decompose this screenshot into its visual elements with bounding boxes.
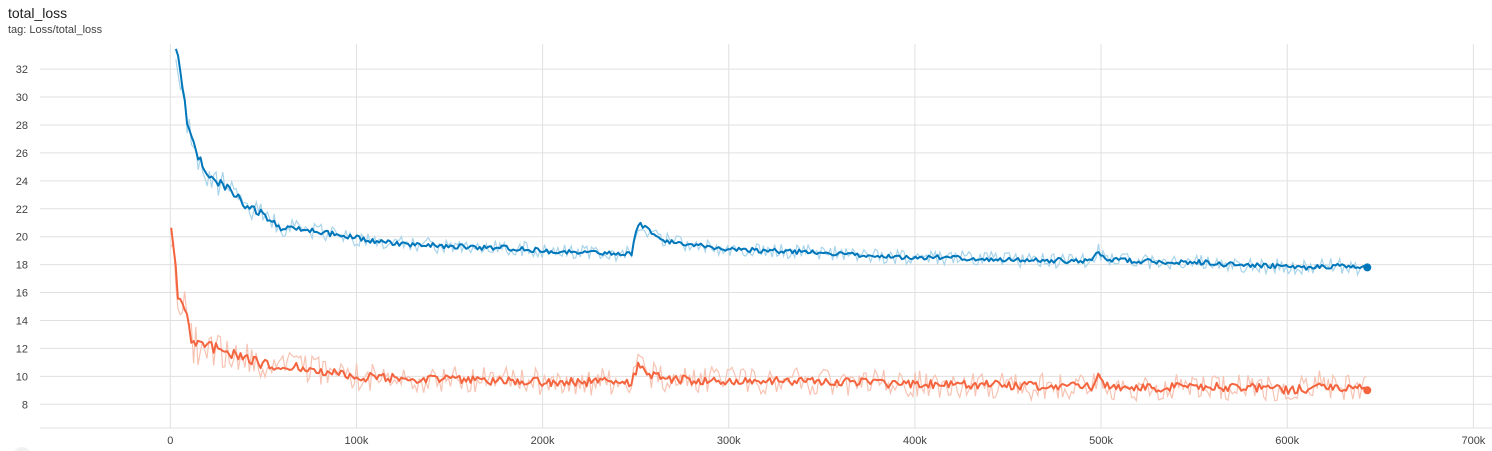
series-1-line[interactable] (170, 227, 1368, 395)
series-0-raw-line (175, 59, 1367, 277)
y-tick-label: 28 (16, 120, 28, 132)
series-1-end-point[interactable] (1363, 386, 1372, 395)
y-tick-label: 8 (22, 399, 28, 411)
axis-origin-handle (14, 447, 30, 451)
series-1-raw-line (170, 240, 1367, 403)
y-axis: 8 10 12 14 16 18 20 22 24 26 28 30 32 (16, 64, 28, 411)
chart-title: total_loss (8, 5, 68, 21)
end-markers (1363, 263, 1372, 395)
y-tick-label: 12 (16, 343, 28, 355)
smooth-lines (170, 48, 1368, 395)
x-tick-label: 600k (1275, 435, 1299, 447)
y-tick-label: 20 (16, 232, 28, 244)
x-tick-label: 300k (717, 435, 741, 447)
y-tick-label: 16 (16, 288, 28, 300)
series-0-line[interactable] (174, 48, 1368, 271)
y-tick-label: 14 (16, 315, 28, 327)
y-tick-label: 26 (16, 148, 28, 160)
grid (40, 44, 1492, 429)
x-tick-label: 400k (903, 435, 927, 447)
chart-tag: tag: Loss/total_loss (8, 24, 103, 36)
y-tick-label: 30 (16, 92, 28, 104)
raw-lines (170, 59, 1367, 403)
y-tick-label: 24 (16, 176, 28, 188)
x-tick-label: 200k (531, 435, 555, 447)
y-tick-label: 32 (16, 64, 28, 76)
y-tick-label: 10 (16, 371, 28, 383)
x-tick-label: 0 (167, 435, 173, 447)
series-0-end-point[interactable] (1363, 263, 1372, 272)
x-axis: 0 100k 200k 300k 400k 500k 600k 700k (167, 435, 1486, 447)
x-tick-label: 100k (345, 435, 369, 447)
y-tick-label: 22 (16, 204, 28, 216)
x-tick-label: 700k (1461, 435, 1485, 447)
x-tick-label: 500k (1089, 435, 1113, 447)
y-tick-label: 18 (16, 260, 28, 272)
